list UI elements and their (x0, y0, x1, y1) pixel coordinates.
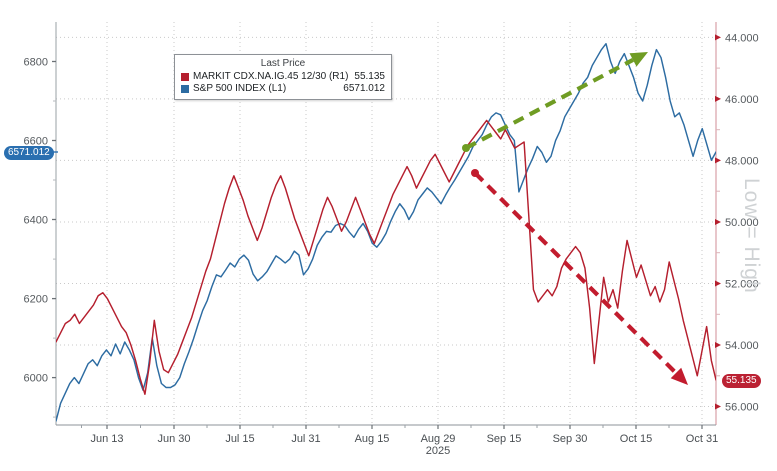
legend-row-cdx[interactable]: MARKIT CDX.NA.IG.45 12/30 (R1) 55.135 (181, 71, 385, 83)
svg-text:Jul 31: Jul 31 (291, 433, 320, 445)
x-axis-ticks: Jun 13 Jun 30 Jul 15 Jul 31 Aug 15 Aug 29 Sep … (81, 425, 718, 457)
legend-label-spx: S&P 500 INDEX (L1) (193, 83, 287, 94)
svg-text:Jun 30: Jun 30 (157, 433, 190, 445)
svg-text:56.000: 56.000 (725, 402, 759, 414)
svg-text:50.000: 50.000 (725, 217, 759, 229)
svg-text:54.000: 54.000 (725, 340, 759, 352)
svg-text:Sep 30: Sep 30 (553, 433, 588, 445)
svg-text:Oct 15: Oct 15 (620, 433, 652, 445)
svg-text:Jun 13: Jun 13 (90, 433, 123, 445)
svg-text:6800: 6800 (24, 57, 48, 69)
svg-text:Jul 15: Jul 15 (225, 433, 254, 445)
left-axis-ticks: 6800 6600 6400 6200 6000 (24, 57, 56, 418)
svg-text:Oct 31: Oct 31 (686, 433, 718, 445)
svg-text:2025: 2025 (426, 445, 450, 457)
red-trend-arrow (471, 169, 688, 385)
svg-text:6600: 6600 (24, 136, 48, 148)
legend-title: Last Price (260, 58, 306, 69)
svg-text:Aug 29: Aug 29 (421, 433, 456, 445)
svg-text:6400: 6400 (24, 215, 48, 227)
left-axis-value-badge: 6571.012 (4, 145, 54, 160)
legend-value-cdx: 55.135 (354, 71, 385, 82)
legend-box[interactable]: Last Price MARKIT CDX.NA.IG.45 12/30 (R1… (174, 54, 392, 100)
svg-text:6000: 6000 (24, 373, 48, 385)
svg-text:44.000: 44.000 (725, 32, 759, 44)
svg-text:Aug 15: Aug 15 (355, 433, 390, 445)
svg-text:52.000: 52.000 (725, 279, 759, 291)
legend-swatch-cdx (181, 73, 189, 81)
watermark-low-equals-high: Low = High (740, 178, 763, 294)
svg-text:46.000: 46.000 (725, 94, 759, 106)
series-line-spx (56, 43, 716, 422)
svg-text:6200: 6200 (24, 294, 48, 306)
legend-swatch-spx (181, 85, 189, 93)
legend-label-cdx: MARKIT CDX.NA.IG.45 12/30 (R1) (193, 71, 349, 82)
right-axis-ticks: 44.000 46.000 48.000 50.000 52.000 54.000 56.0… (715, 32, 759, 414)
right-axis-value-badge: 55.135 (722, 373, 761, 388)
trend-annotations (462, 52, 688, 385)
svg-text:48.000: 48.000 (725, 155, 759, 167)
legend-row-spx[interactable]: S&P 500 INDEX (L1) 6571.012 (181, 83, 385, 95)
legend-value-spx: 6571.012 (343, 83, 385, 94)
svg-text:Sep 15: Sep 15 (487, 433, 522, 445)
green-trend-arrow (462, 52, 648, 152)
series-line-cdx (56, 119, 716, 395)
